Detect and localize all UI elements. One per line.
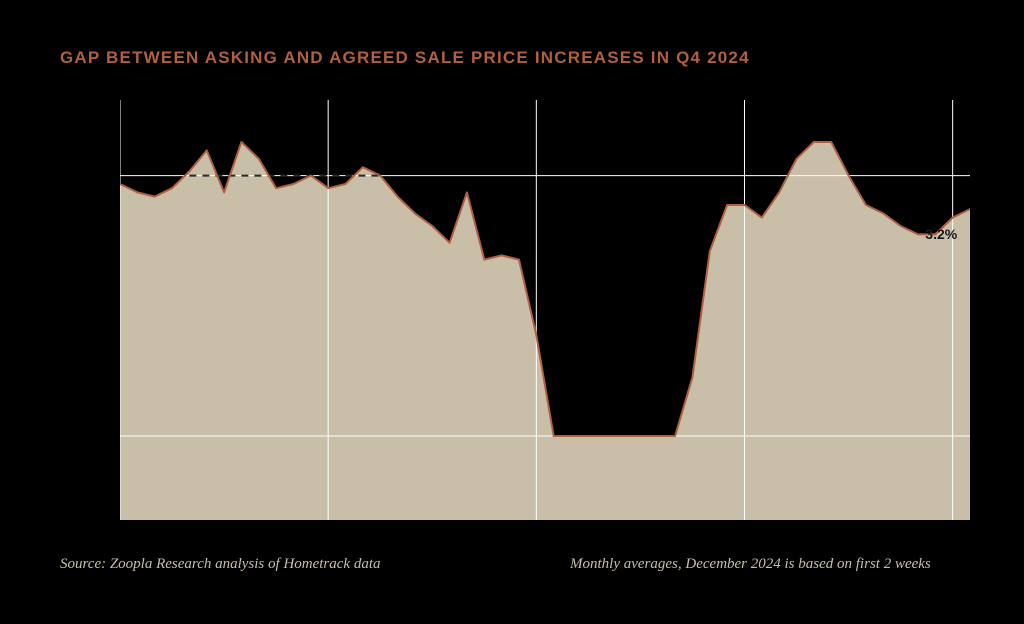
note-footer: Monthly averages, December 2024 is based…: [570, 556, 931, 573]
chart-title: GAP BETWEEN ASKING AND AGREED SALE PRICE…: [60, 48, 750, 68]
chart-area: 3.2%: [120, 100, 970, 520]
source-footer: Source: Zoopla Research analysis of Home…: [60, 556, 381, 573]
value-annotation: 3.2%: [925, 226, 957, 242]
